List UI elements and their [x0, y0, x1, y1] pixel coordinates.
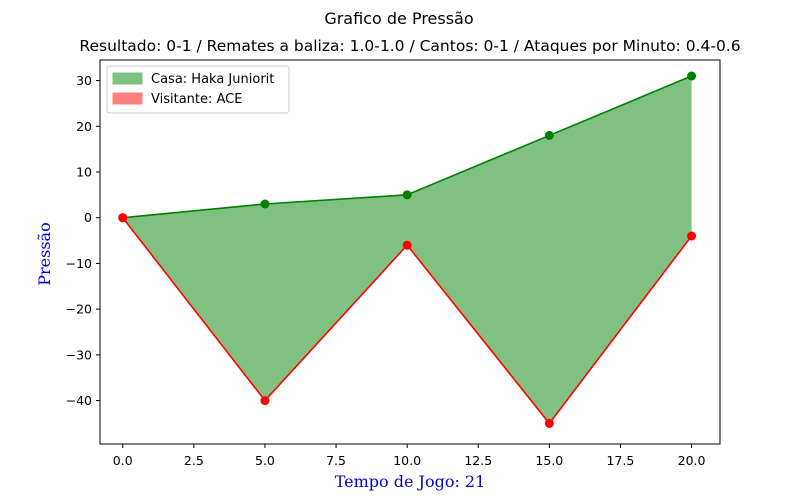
away-point [260, 396, 270, 406]
y-tick-label: 0 [84, 210, 92, 225]
y-tick-label: −40 [66, 393, 92, 408]
away-point [544, 418, 554, 428]
home-point [260, 199, 270, 209]
x-axis-label: Tempo de Jogo: 21 [335, 472, 486, 491]
axes: 0.0 2.5 5.0 7.5 10.0 12.5 15.0 17.5 20.0 30 20 10 0 −… [66, 59, 721, 468]
x-tick-label: 5.0 [255, 453, 275, 468]
y-axis-label: Pressão [35, 222, 54, 285]
x-tick-label: 0.0 [113, 453, 133, 468]
legend-label-home: Casa: Haka Juniorit [151, 72, 274, 87]
x-tick-label: 17.5 [607, 453, 635, 468]
away-point [687, 231, 697, 241]
chart-subtitle: Resultado: 0-1 / Remates a baliza: 1.0-1… [79, 37, 740, 55]
x-tick-label: 15.0 [535, 453, 563, 468]
home-point [544, 130, 554, 140]
plot-frame [99, 59, 721, 445]
x-tick-label: 2.5 [184, 453, 204, 468]
legend-label-away: Visitante: ACE [151, 92, 242, 107]
pressure-fill-area [122, 76, 692, 424]
plot-area [118, 71, 697, 428]
legend: Casa: Haka Juniorit Visitante: ACE [106, 65, 290, 114]
x-tick-label: 12.5 [464, 453, 492, 468]
away-point [118, 213, 128, 223]
x-tick-label: 7.5 [326, 453, 346, 468]
home-point [402, 190, 412, 200]
home-point [687, 71, 697, 81]
y-tick-label: −20 [66, 302, 92, 317]
y-tick-label: −10 [66, 256, 92, 271]
y-tick-label: 20 [76, 119, 92, 134]
legend-swatch-away [112, 92, 143, 105]
y-tick-label: 10 [76, 165, 92, 180]
y-tick-label: 30 [76, 73, 92, 88]
x-tick-label: 10.0 [393, 453, 421, 468]
legend-box [106, 65, 290, 114]
y-tick-label: −30 [66, 347, 92, 362]
chart-title: Grafico de Pressão [324, 9, 473, 28]
legend-swatch-home [112, 72, 143, 85]
away-point [402, 240, 412, 250]
x-tick-label: 20.0 [678, 453, 706, 468]
